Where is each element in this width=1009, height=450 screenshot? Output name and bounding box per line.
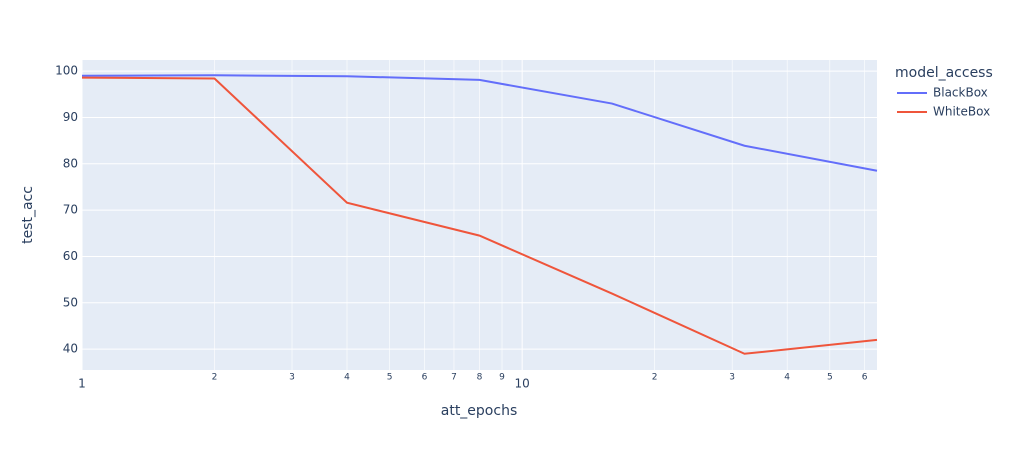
x-tick-label: 4 — [784, 373, 790, 383]
x-tick-label: 5 — [827, 373, 833, 383]
x-tick-label: 2 — [652, 373, 658, 383]
y-tick-label: 70 — [63, 203, 78, 217]
x-axis-title: att_epochs — [441, 403, 518, 419]
x-tick-label: 8 — [477, 373, 483, 383]
y-tick-label: 40 — [63, 342, 78, 356]
x-tick-label: 6 — [422, 373, 428, 383]
series-line — [81, 76, 878, 355]
x-tick-label: 3 — [289, 373, 295, 383]
legend-label: WhiteBox — [933, 105, 990, 119]
y-tick-label: 90 — [63, 110, 78, 124]
y-tick-label: 100 — [55, 64, 78, 78]
x-tick-label: 7 — [451, 373, 457, 383]
x-tick-label: 3 — [729, 373, 735, 383]
series-line — [81, 74, 878, 172]
x-tick-label: 9 — [499, 373, 505, 383]
y-axis-title: test_acc — [20, 186, 36, 244]
legend-label: BlackBox — [933, 86, 988, 100]
y-tick-label: 80 — [63, 156, 78, 170]
x-tick-label: 2 — [212, 373, 218, 383]
y-tick-label: 50 — [63, 295, 78, 309]
x-tick-label: 6 — [862, 373, 868, 383]
x-tick-label: 10 — [515, 377, 530, 391]
y-tick-label: 60 — [63, 249, 78, 263]
x-tick-label: 4 — [344, 373, 350, 383]
x-tick-label: 5 — [387, 373, 393, 383]
legend-title: model_access — [895, 65, 993, 81]
x-tick-label: 1 — [78, 377, 86, 391]
